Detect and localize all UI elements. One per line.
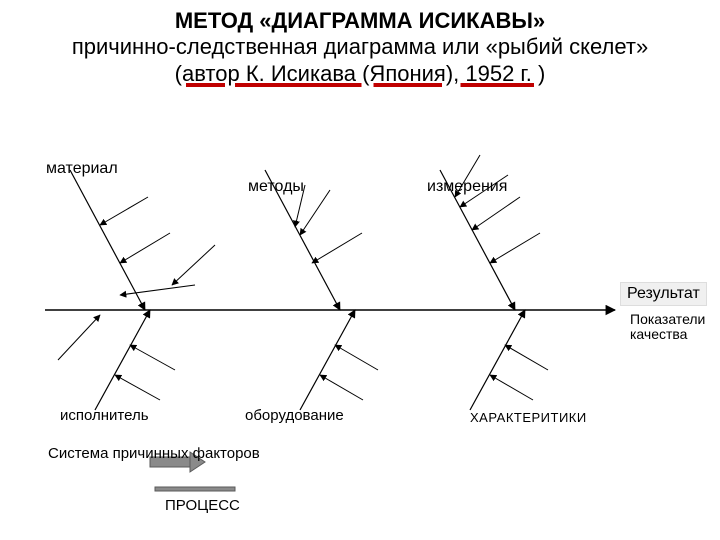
- label-measurements: измерения: [427, 178, 507, 196]
- label-quality-note: Показатели качества: [630, 312, 720, 343]
- label-performer: исполнитель: [60, 407, 149, 424]
- title-line1: МЕТОД «ДИАГРАММА ИСИКАВЫ»: [20, 8, 700, 34]
- title-line2: причинно-следственная диаграмма или «рыб…: [20, 34, 700, 60]
- fishbone-diagram: [0, 135, 720, 495]
- label-methods: методы: [248, 178, 304, 196]
- title-line3: (автор К. Исикава (Япония), 1952 г. ): [20, 61, 700, 87]
- title-block: МЕТОД «ДИАГРАММА ИСИКАВЫ» причинно-следс…: [20, 8, 700, 87]
- label-equipment: оборудование: [245, 407, 344, 424]
- label-characteristics: ХАРАКТЕРИТИКИ: [470, 410, 587, 425]
- label-system: Система причинных факторов: [48, 445, 260, 462]
- label-material: материал: [46, 160, 118, 178]
- label-process: ПРОЦЕСС: [165, 497, 240, 514]
- label-result: Результат: [620, 282, 707, 306]
